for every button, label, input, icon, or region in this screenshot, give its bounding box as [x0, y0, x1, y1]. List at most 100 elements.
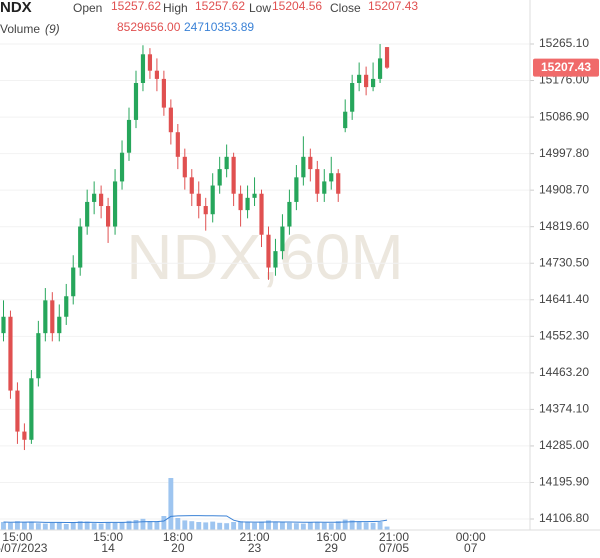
candle-body [133, 83, 139, 120]
volume-bar [224, 523, 230, 530]
volume-bar [105, 522, 111, 530]
volume-bar [377, 522, 383, 530]
candle-body [36, 333, 41, 379]
candle-body [280, 226, 285, 252]
watermark: NDX,60M [126, 221, 403, 293]
candle-body [294, 177, 299, 202]
volume-bar [21, 522, 27, 530]
candle-body [224, 156, 229, 170]
x-tick-label: 15:00 14 [93, 530, 123, 555]
volume-bar [175, 518, 181, 530]
volume-bar [349, 520, 355, 530]
candle-body [92, 193, 97, 202]
volume-bar [293, 523, 299, 530]
candle-body [287, 201, 292, 227]
volume-ma-line [3, 515, 388, 524]
candle-body [126, 119, 132, 153]
candle-body [64, 296, 69, 317]
candle-body [29, 378, 34, 440]
volume-bar [356, 521, 362, 530]
y-tick-label: 14552.30 [539, 328, 589, 342]
y-tick-label: 14908.70 [539, 182, 589, 196]
volume-bar [1, 522, 6, 530]
volume-bar [42, 523, 48, 530]
volume-bar [238, 521, 244, 530]
candle-body [43, 300, 48, 334]
x-tick-label: 21:00 07/05 [379, 530, 409, 555]
high-value: 15257.62 [195, 0, 245, 13]
candle-body [266, 234, 271, 268]
volume-value: 8529656.00 [117, 20, 181, 34]
volume-bar [266, 520, 271, 530]
volume-bar [300, 523, 306, 530]
volume-bar [49, 522, 55, 530]
volume-bar [342, 519, 348, 530]
candle-body [106, 206, 111, 227]
candle-body [210, 185, 215, 215]
candle-body [371, 78, 376, 88]
symbol: NDX [0, 0, 32, 16]
volume-bar [119, 522, 125, 530]
y-tick-label: 15265.10 [539, 36, 589, 50]
x-tick-label: 00:00 07 [456, 530, 486, 555]
candle-body [329, 173, 334, 182]
volume-bar [35, 523, 41, 530]
candle-body [217, 169, 222, 186]
candle-body [15, 390, 20, 432]
candle-body [71, 267, 76, 297]
y-tick-label: 15086.90 [539, 109, 589, 123]
price-tag-label: 15207.43 [541, 60, 591, 74]
volume-label: Volume [0, 22, 40, 36]
low-value: 15204.56 [272, 0, 322, 13]
volume-bar [259, 521, 264, 530]
candle-body [8, 316, 13, 391]
candle-body [336, 173, 341, 194]
volume-bar [314, 522, 320, 530]
volume-bar [77, 521, 83, 530]
open-label: Open [73, 1, 102, 15]
volume-bar [63, 524, 69, 530]
y-tick-label: 14997.80 [539, 146, 589, 160]
y-tick-label: 14285.00 [539, 438, 589, 452]
y-tick-label: 14463.20 [539, 365, 589, 379]
price-tag [533, 58, 599, 77]
volume-bar [370, 522, 376, 530]
volume-bar [328, 523, 334, 530]
candle-body [231, 156, 236, 194]
volume-bar [279, 522, 285, 530]
candle-body [161, 78, 166, 108]
candle-body [57, 316, 62, 334]
x-tick-label: 21:00 23 [240, 530, 270, 555]
volume-bar [28, 521, 34, 530]
x-tick-label: 18:00 20 [163, 530, 193, 555]
candle-body [384, 47, 390, 68]
volume-bar [217, 522, 223, 530]
volume-bar [140, 518, 146, 530]
y-tick-label: 14195.90 [539, 475, 589, 489]
volume-ma-value: 24710353.89 [184, 20, 254, 34]
y-tick-label: 14106.80 [539, 511, 589, 525]
x-tick-label: 16:00 29 [316, 530, 346, 555]
candle-body [238, 193, 243, 211]
volume-bar [273, 522, 278, 530]
candle-body [245, 197, 250, 211]
volume-bar [70, 522, 76, 530]
candle-body [85, 201, 90, 227]
volume-bar [161, 516, 167, 530]
x-tick-label: 15:0006/07/2023 [0, 530, 48, 555]
y-tick-label: 14819.60 [539, 219, 589, 233]
candle-body [357, 74, 362, 84]
candle-body [168, 107, 173, 133]
y-tick-label: 14641.40 [539, 292, 589, 306]
volume-bar [112, 522, 118, 530]
volume-bar [231, 522, 237, 530]
candle-body [147, 54, 153, 71]
candle-body [78, 226, 83, 268]
candle-body [252, 193, 257, 198]
volume-bar [126, 520, 132, 530]
volume-bar [286, 522, 292, 530]
volume-bar [245, 522, 251, 530]
volume-bar [91, 523, 97, 530]
candle-body [343, 111, 348, 129]
volume-bar [98, 523, 104, 530]
